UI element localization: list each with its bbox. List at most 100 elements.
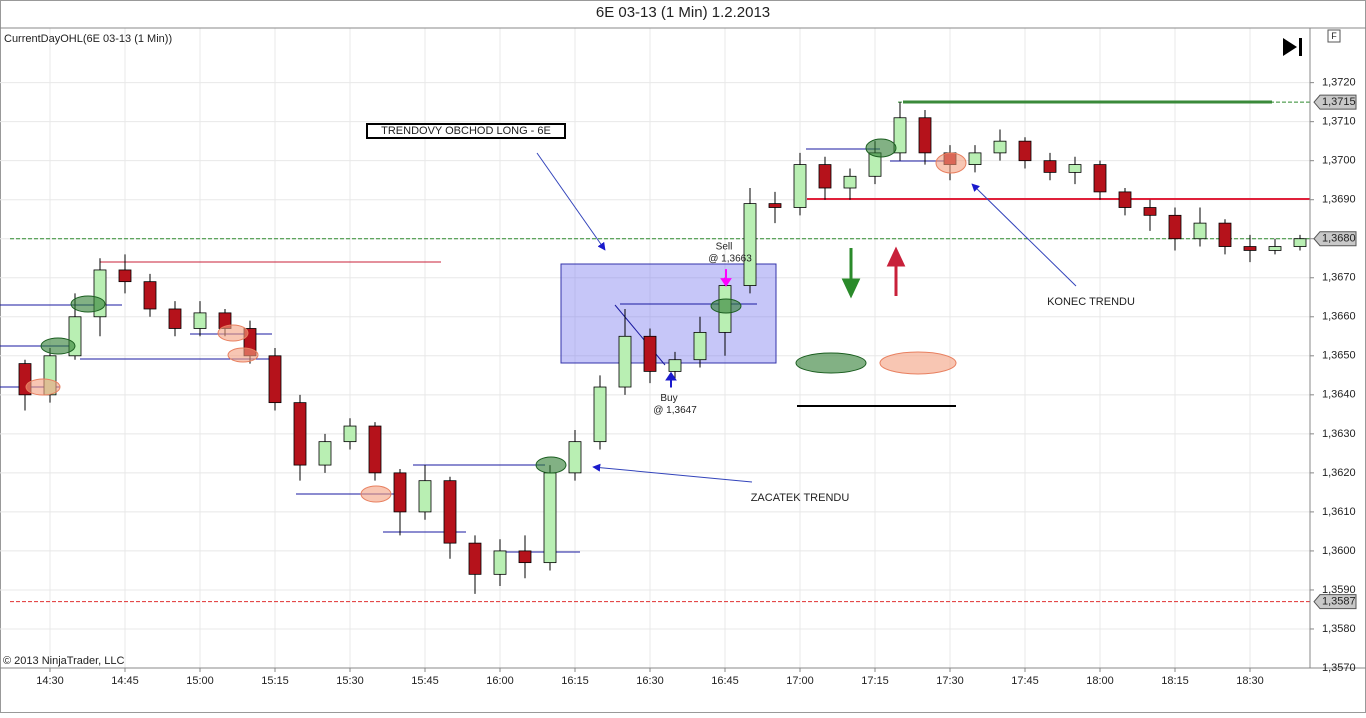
candle-body xyxy=(268,355,282,404)
trade-zone xyxy=(560,263,777,364)
candle-body xyxy=(143,281,157,310)
candle-body xyxy=(168,308,182,329)
candle-body xyxy=(793,164,807,208)
x-tick-label: 17:00 xyxy=(786,675,814,687)
candle-body xyxy=(618,335,632,388)
x-tick-label: 18:15 xyxy=(1161,675,1189,687)
x-tick-label: 16:45 xyxy=(711,675,739,687)
candle-body xyxy=(543,472,557,564)
y-tick-label: 1,3600 xyxy=(1322,545,1356,557)
candle-body xyxy=(918,117,932,154)
candle-body xyxy=(593,386,607,443)
indicator-label: CurrentDayOHL(6E 03-13 (1 Min)) xyxy=(4,33,172,45)
candle-body xyxy=(118,269,132,283)
candle-body xyxy=(1093,164,1107,193)
candle-body xyxy=(418,480,432,513)
axes: 1,3720 1,3710 1,3700 1,3690 1,3680 1,3670 1,36… xyxy=(0,27,1366,687)
y-tick-label: 1,3700 xyxy=(1322,155,1356,167)
y-tick-label: 1,3630 xyxy=(1322,428,1356,440)
x-tick-label: 18:00 xyxy=(1086,675,1114,687)
candle-body xyxy=(1193,222,1207,240)
level-label: 1,3587 xyxy=(1322,596,1356,608)
y-tick-label: 1,3720 xyxy=(1322,77,1356,89)
candle-body xyxy=(493,550,507,575)
candle-body xyxy=(193,312,207,329)
x-tick-label: 15:45 xyxy=(411,675,439,687)
trade-action: Sell xyxy=(716,242,733,253)
level-label: 1,3680 xyxy=(1322,233,1356,245)
candle-body xyxy=(1043,160,1057,173)
copyright: © 2013 NinjaTrader, LLC xyxy=(3,655,124,667)
y-tick-label: 1,3670 xyxy=(1322,272,1356,284)
x-tick-label: 14:30 xyxy=(36,675,64,687)
candle-body xyxy=(843,175,857,189)
trade-price: @ 1,3647 xyxy=(653,405,697,416)
candle-body xyxy=(743,203,757,286)
y-tick-label: 1,3660 xyxy=(1322,311,1356,323)
candle-body xyxy=(1018,140,1032,162)
candle-body xyxy=(893,117,907,154)
x-tick-label: 17:45 xyxy=(1011,675,1039,687)
x-tick-label: 15:30 xyxy=(336,675,364,687)
y-tick-label: 1,3650 xyxy=(1322,350,1356,362)
chart-title: 6E 03-13 (1 Min) 1.2.2013 xyxy=(596,4,770,21)
panel-tag[interactable]: F xyxy=(1331,31,1337,41)
note: KONEC TRENDU xyxy=(1047,296,1135,308)
x-tick-label: 17:30 xyxy=(936,675,964,687)
x-tick-label: 16:00 xyxy=(486,675,514,687)
trade-action: Buy xyxy=(660,393,677,404)
candle-body xyxy=(343,425,357,443)
x-tick-label: 16:30 xyxy=(636,675,664,687)
candle-body xyxy=(1243,246,1257,251)
level-marker xyxy=(1313,594,1357,610)
y-tick-label: 1,3690 xyxy=(1322,194,1356,206)
candle-body xyxy=(368,425,382,474)
candle-body xyxy=(1168,214,1182,240)
x-tick-label: 17:15 xyxy=(861,675,889,687)
note: ZACATEK TRENDU xyxy=(751,492,850,504)
level-marker xyxy=(1313,231,1357,247)
x-tick-label: 14:45 xyxy=(111,675,139,687)
candle-body xyxy=(1293,238,1307,247)
note-arrows xyxy=(536,152,1077,483)
candle-body xyxy=(1143,207,1157,216)
note-box xyxy=(366,123,566,139)
candle-body xyxy=(968,152,982,165)
candle-body xyxy=(443,480,457,544)
candle-body xyxy=(668,359,682,372)
y-tick-label: 1,3710 xyxy=(1322,116,1356,128)
y-tick-label: 1,3580 xyxy=(1322,623,1356,635)
trade-arrow xyxy=(720,269,732,287)
x-tick-label: 16:15 xyxy=(561,675,589,687)
candle-body xyxy=(1068,164,1082,173)
y-tick-label: 1,3640 xyxy=(1322,389,1356,401)
candle-body xyxy=(318,441,332,466)
candle-body xyxy=(518,550,532,564)
trade-price: @ 1,3663 xyxy=(708,254,752,265)
y-tick-label: 1,3590 xyxy=(1322,584,1356,596)
scroll-end-button[interactable] xyxy=(1283,38,1302,56)
x-tick-label: 15:15 xyxy=(261,675,289,687)
y-tick-label: 1,3610 xyxy=(1322,506,1356,518)
candle-body xyxy=(1118,191,1132,208)
level-marker xyxy=(1313,94,1357,110)
y-tick-label: 1,3620 xyxy=(1322,467,1356,479)
y-tick-label: 1,3570 xyxy=(1322,662,1356,674)
x-tick-label: 18:30 xyxy=(1236,675,1264,687)
candle-body xyxy=(818,164,832,189)
level-label: 1,3715 xyxy=(1322,96,1356,108)
candle-body xyxy=(393,472,407,513)
candle-body xyxy=(568,441,582,474)
candle-body xyxy=(693,331,707,361)
candle-body xyxy=(768,203,782,208)
candle-body xyxy=(643,335,657,372)
panel-tag-box[interactable] xyxy=(1327,29,1341,43)
candle-body xyxy=(993,140,1007,154)
trade-arrow xyxy=(665,371,677,388)
candle-body xyxy=(293,402,307,466)
markers xyxy=(25,138,967,503)
candle-body xyxy=(1218,222,1232,247)
note: TRENDOVY OBCHOD LONG - 6E xyxy=(381,125,551,137)
candle-body xyxy=(468,542,482,575)
